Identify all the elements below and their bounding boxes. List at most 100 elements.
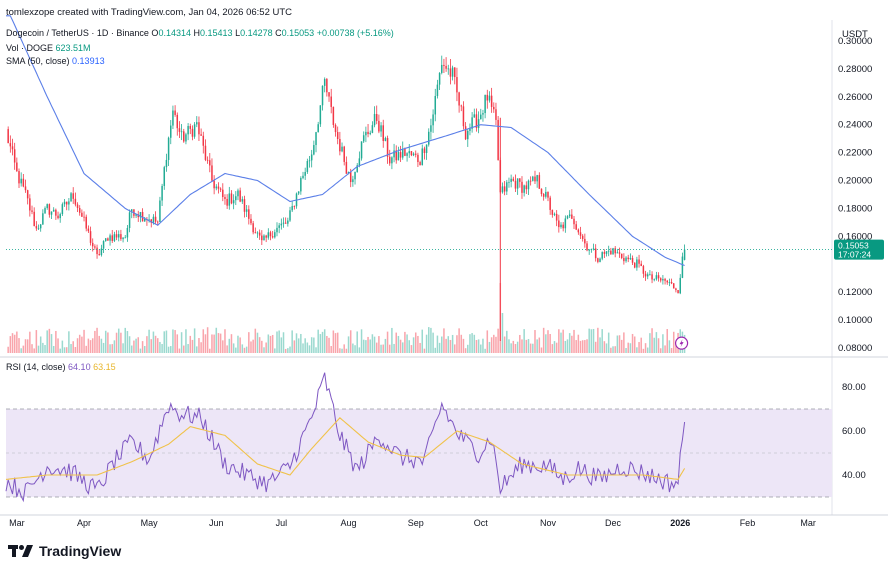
volume-bar [616, 335, 619, 353]
volume-value: 623.51M [55, 43, 91, 53]
candle-up [256, 232, 259, 234]
candle-down [200, 134, 202, 136]
volume-bar [659, 348, 662, 353]
symbol-legend[interactable]: Dogecoin / TetherUS · 1D · Binance O0.14… [6, 28, 394, 38]
volume-bar [297, 338, 300, 353]
volume-bar [339, 348, 341, 353]
tradingview-logo[interactable]: TradingView [8, 543, 121, 559]
candle-down [542, 193, 545, 197]
candle-down [503, 186, 506, 192]
candle-down [191, 128, 194, 137]
volume-bar [148, 329, 150, 353]
sma-legend[interactable]: SMA (50, close) 0.13913 [6, 56, 105, 66]
candle-up [39, 224, 42, 229]
candle-up [104, 238, 107, 242]
volume-bar [662, 334, 664, 353]
volume-bar [555, 342, 558, 353]
candle-up [369, 132, 371, 135]
lightning-icon [679, 339, 684, 348]
volume-bar [451, 334, 454, 353]
volume-bar [506, 330, 508, 353]
volume-bar [646, 347, 649, 353]
candle-up [159, 200, 161, 222]
volume-bar [614, 346, 616, 353]
candle-down [443, 64, 445, 66]
volume-bars [7, 283, 686, 353]
volume-bar [519, 334, 521, 353]
volume-bar [189, 335, 192, 353]
candle-up [128, 212, 131, 229]
candle-down [529, 180, 532, 182]
candle-up [278, 225, 280, 228]
candle-up [360, 141, 363, 159]
low-label: L [235, 28, 241, 38]
candle-down [81, 212, 83, 217]
volume-bar [436, 335, 439, 353]
candle-up [306, 161, 309, 172]
volume-bar [354, 345, 356, 353]
candle-down [519, 178, 521, 182]
candle-up [124, 237, 126, 239]
candle-up [282, 222, 285, 224]
candle-up [165, 159, 168, 168]
volume-bar [588, 328, 590, 353]
candle-down [378, 120, 380, 132]
candle-up [274, 232, 276, 238]
volume-bar [356, 331, 358, 353]
candle-down [334, 124, 337, 133]
candle-up [280, 223, 283, 226]
rsi-legend[interactable]: RSI (14, close) 64.10 63.15 [6, 362, 116, 372]
volume-bar [347, 336, 350, 353]
candle-up [287, 220, 289, 224]
candle-down [594, 248, 597, 259]
sma-value: 0.13913 [72, 56, 105, 66]
volume-bar [252, 339, 254, 353]
candle-up [397, 152, 400, 161]
candle-down [597, 258, 599, 262]
candle-up [161, 185, 163, 201]
volume-bar [170, 346, 172, 353]
candle-down [571, 214, 573, 219]
candle-up [536, 175, 538, 182]
candle-up [148, 219, 150, 221]
volume-bar [130, 345, 133, 353]
volume-bar [406, 334, 408, 353]
candle-up [434, 95, 437, 115]
candle-up [297, 191, 300, 194]
volume-bar [78, 334, 81, 353]
candle-up [187, 126, 189, 135]
volume-bar [399, 339, 402, 353]
candle-down [558, 220, 560, 228]
candle-down [230, 193, 233, 204]
volume-bar [183, 345, 185, 353]
volume-bar [577, 334, 580, 353]
volume-bar [33, 348, 35, 353]
volume-bar [35, 330, 38, 353]
candle-up [506, 182, 508, 192]
volume-bar [475, 340, 478, 353]
volume-bar [72, 341, 74, 353]
candle-down [456, 77, 458, 93]
candle-down [176, 114, 179, 129]
candle-down [258, 232, 261, 236]
candle-down [250, 218, 252, 224]
volume-bar [7, 346, 9, 353]
volume-bar [293, 340, 296, 353]
volume-bar [441, 336, 443, 353]
volume-bar [254, 328, 257, 353]
candle-up [588, 249, 590, 251]
volume-legend[interactable]: Vol · DOGE 623.51M [6, 43, 91, 53]
volume-bar [341, 348, 343, 353]
volume-bar [167, 346, 170, 353]
volume-bar [200, 342, 202, 353]
volume-bar [232, 343, 235, 353]
volume-bar [230, 334, 233, 353]
volume-bar [128, 336, 131, 353]
candle-down [345, 161, 348, 174]
candle-up [167, 137, 170, 160]
volume-bar [42, 342, 44, 353]
volume-bar [490, 337, 493, 353]
candle-down [202, 135, 205, 146]
volume-bar [278, 330, 280, 353]
